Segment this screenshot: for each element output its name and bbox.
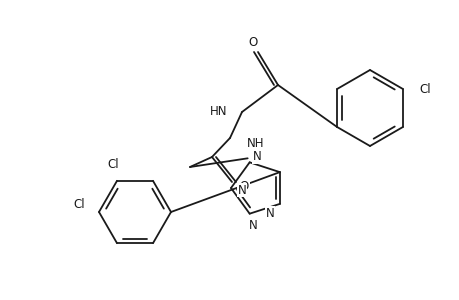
Text: N: N (253, 150, 262, 163)
Text: O: O (239, 181, 248, 194)
Text: O: O (248, 35, 257, 49)
Text: Cl: Cl (73, 197, 84, 211)
Text: Cl: Cl (418, 82, 430, 95)
Text: Cl: Cl (107, 158, 118, 171)
Text: N: N (265, 207, 274, 220)
Text: HN: HN (209, 104, 226, 118)
Text: N: N (249, 219, 257, 232)
Text: NH: NH (246, 136, 264, 149)
Text: N: N (237, 184, 246, 196)
